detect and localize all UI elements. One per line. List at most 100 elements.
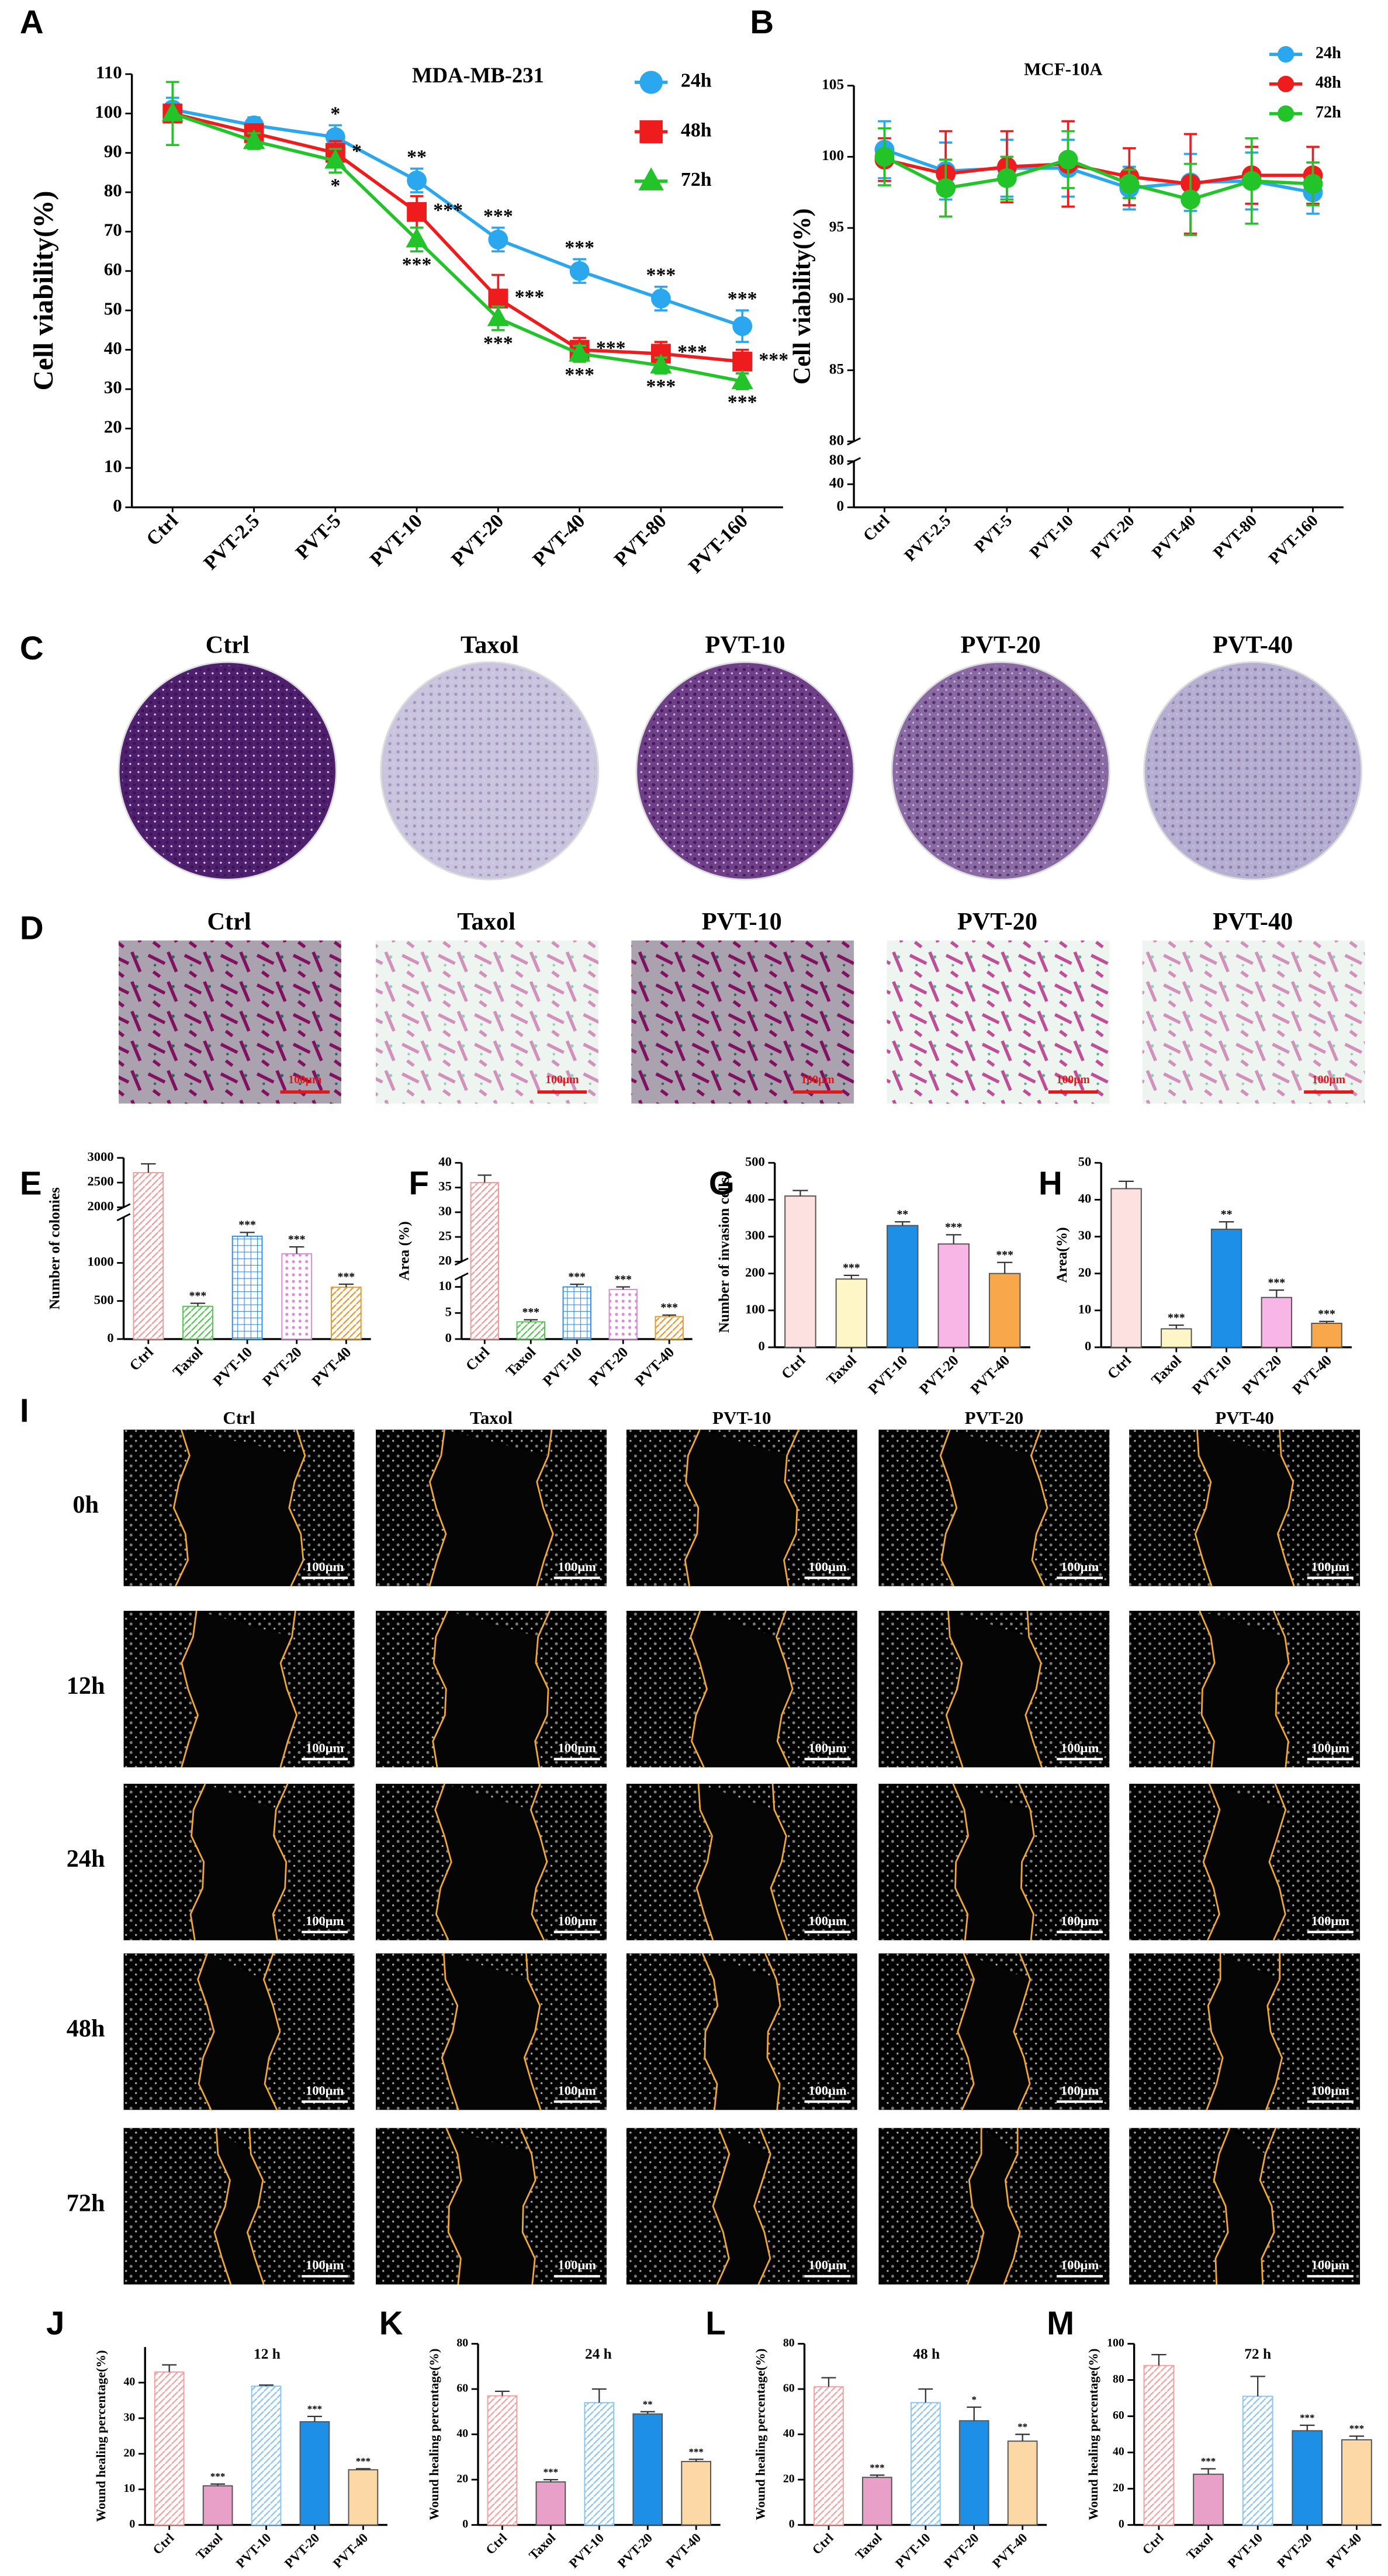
wound-gap [1195, 1429, 1294, 1586]
wound-edge [695, 1783, 714, 1941]
legend-label: 24h [681, 70, 712, 92]
y-axis-label: Cell viability(%) [28, 191, 59, 391]
wound-edge [172, 1429, 191, 1587]
significance: *** [646, 265, 676, 286]
scale-bar-label: 100μm [1057, 1073, 1091, 1086]
x-tick-label: Ctrl [126, 1344, 157, 1374]
marker [1119, 174, 1140, 194]
wound-edge [534, 1610, 551, 1768]
y-tick-label: 0 [1119, 2518, 1124, 2530]
significance: *** [307, 2403, 322, 2414]
wound-edge [1194, 1429, 1213, 1587]
x-tick-label: PVT-10 [1189, 1352, 1235, 1398]
x-tick-label: PVT-5 [292, 510, 345, 564]
legend-label: 72h [1316, 103, 1341, 122]
marker [569, 261, 590, 281]
y-tick-label: 0 [113, 495, 122, 515]
scale-bar-label: 100μm [1311, 1559, 1350, 1574]
wound-edge [432, 1610, 449, 1768]
wound-edge [536, 1429, 554, 1587]
bar [1311, 1322, 1342, 1348]
significance: *** [728, 288, 757, 310]
bar [958, 2420, 989, 2526]
error-bar [895, 1221, 911, 1226]
legend-marker [1278, 46, 1294, 63]
y-tick-label: 40 [438, 1154, 452, 1169]
column-label: Ctrl [206, 632, 250, 659]
column-label: Ctrl [223, 1407, 255, 1428]
legend-label: 72h [681, 169, 712, 190]
bar [835, 1278, 868, 1348]
scale-bar-label: 100μm [1311, 2258, 1350, 2272]
significance: ** [897, 1208, 908, 1221]
y-tick-label: 5 [445, 1304, 452, 1319]
legend-marker [638, 167, 664, 190]
y-tick-label: 80 [829, 452, 844, 468]
significance: * [330, 175, 340, 197]
bar [516, 1321, 545, 1340]
x-tick-label: PVT-20 [1239, 1352, 1285, 1398]
wound-gap [957, 1953, 1030, 2110]
scale-bar-label: 100μm [808, 2258, 847, 2272]
error-bar [616, 1286, 631, 1290]
scale-bar-label: 100μm [306, 2258, 344, 2272]
wound-gap [442, 1953, 541, 2110]
x-tick-label: Ctrl [142, 510, 182, 550]
wound-edge [434, 1783, 452, 1941]
bar [330, 1287, 362, 1340]
bar [470, 1182, 499, 1340]
column-label: Ctrl [207, 908, 251, 935]
column-label: PVT-10 [712, 1407, 771, 1428]
series-line [172, 112, 743, 383]
x-tick-label: Taxol [526, 2530, 558, 2563]
scale-bar-label: 100μm [1311, 1913, 1350, 1928]
y-tick-label: 110 [96, 62, 122, 82]
y-axis-label: Wound healing percentage(%) [94, 2350, 108, 2522]
y-tick-label: 2500 [88, 1174, 114, 1188]
x-tick-label: PVT-160 [684, 510, 752, 578]
y-tick-label: 100 [95, 101, 122, 122]
bar [655, 1316, 684, 1340]
legend-label: 48h [681, 119, 712, 141]
y-axis-label: Wound healing percentage(%) [427, 2349, 441, 2520]
significance: *** [402, 254, 432, 275]
error-bar [662, 1314, 677, 1317]
y-tick-label: 0 [789, 2518, 795, 2530]
y-axis-label: Area(%) [1054, 1227, 1070, 1282]
y-tick-label: 105 [822, 76, 844, 92]
error-bar [792, 1190, 808, 1197]
significance: *** [568, 1270, 586, 1283]
error-bar [967, 2406, 982, 2421]
x-tick-label: Taxol [1148, 1352, 1185, 1388]
error-bar [1269, 1289, 1285, 1298]
axis-break [116, 1203, 131, 1212]
error-bar [843, 1274, 859, 1280]
x-tick-label: Taxol [169, 1344, 206, 1380]
wound-edge [770, 1783, 788, 1941]
bar [1193, 2473, 1224, 2526]
error-bar [289, 1246, 304, 1254]
x-tick-label: PVT-20 [586, 1344, 631, 1389]
dish-colonies [639, 665, 851, 876]
x-tick-label: Ctrl [463, 1344, 493, 1374]
y-tick-label: 40 [124, 2376, 136, 2388]
wound-edge [1268, 1783, 1287, 1941]
x-tick-label: PVT-20 [1274, 2530, 1314, 2571]
column-label: PVT-20 [961, 632, 1041, 659]
y-tick-label: 10 [104, 456, 122, 476]
y-tick-label: 0 [129, 2518, 135, 2530]
significance: *** [660, 1301, 678, 1314]
wound-edge [1259, 2127, 1277, 2285]
marker [936, 178, 956, 198]
error-bar [870, 2474, 885, 2478]
y-tick-label: 30 [438, 1204, 452, 1218]
y-tick-label: 20 [1113, 2481, 1124, 2494]
y-tick-label: 400 [745, 1191, 765, 1206]
marker [874, 147, 895, 167]
bar [1161, 1328, 1192, 1348]
significance: ** [407, 146, 427, 168]
significance: *** [483, 332, 513, 354]
marker [1241, 171, 1262, 191]
wound-gap [940, 1429, 1047, 1586]
y-tick-label: 0 [836, 498, 844, 514]
